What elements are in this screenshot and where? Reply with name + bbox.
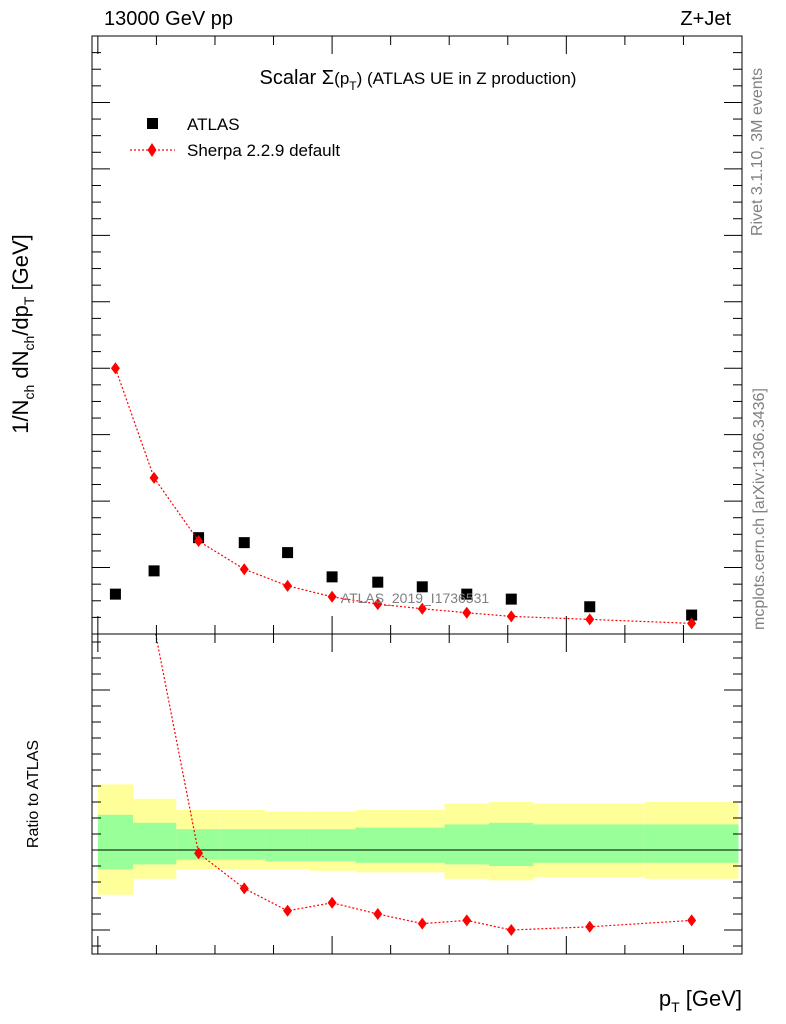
main-axes bbox=[92, 35, 742, 635]
sherpa-main-point bbox=[149, 471, 159, 484]
sherpa-ratio-point bbox=[194, 847, 204, 860]
ratio-y-axis-label: Ratio to ATLAS bbox=[25, 740, 42, 848]
sherpa-main-point bbox=[327, 590, 337, 603]
ratio-frame bbox=[91, 633, 743, 955]
legend-sherpa-label: Sherpa 2.2.9 default bbox=[187, 141, 340, 160]
sherpa-main-point bbox=[462, 606, 472, 619]
sherpa-main-point bbox=[687, 617, 697, 630]
main-panel: Scalar Σ(pT) (ATLAS UE in Z production) … bbox=[8, 35, 743, 635]
sherpa-main-line bbox=[114, 368, 692, 624]
atlas-data-point bbox=[416, 581, 428, 593]
main-plot-area bbox=[109, 362, 698, 630]
atlas-data-point bbox=[584, 601, 596, 613]
sherpa-main-point bbox=[506, 610, 516, 623]
sherpa-ratio-point bbox=[687, 914, 697, 927]
legend-sherpa-marker bbox=[147, 143, 157, 157]
sherpa-ratio-point bbox=[585, 920, 595, 933]
sherpa-main-point bbox=[194, 534, 204, 547]
sherpa-ratio-point bbox=[462, 914, 472, 927]
ratio-band-inner bbox=[220, 829, 266, 860]
atlas-data-point bbox=[326, 571, 338, 583]
sherpa-main-point bbox=[585, 613, 595, 626]
header-right-label: Z+Jet bbox=[680, 8, 731, 30]
sherpa-main-point bbox=[110, 362, 120, 375]
atlas-data-point bbox=[148, 565, 160, 577]
ratio-band-inner bbox=[97, 814, 133, 870]
ratio-band-inner bbox=[309, 829, 356, 862]
ratio-band-inner bbox=[355, 827, 401, 863]
atlas-data-point bbox=[282, 547, 294, 559]
ratio-band-inner bbox=[533, 824, 645, 863]
ratio-panel: Ratio to ATLAS pT [GeV] bbox=[25, 620, 743, 1015]
atlas-data-point bbox=[461, 588, 473, 600]
legend-atlas-label: ATLAS bbox=[187, 115, 240, 134]
chart-title: Scalar Σ(pT) (ATLAS UE in Z production) bbox=[260, 67, 577, 93]
x-axis-label: pT [GeV] bbox=[659, 986, 742, 1015]
sherpa-main-point bbox=[239, 563, 249, 576]
header-left-label: 13000 GeV pp bbox=[104, 8, 233, 30]
y-axis-label: 1/Nch dNch/dpT [GeV] bbox=[8, 234, 37, 434]
ratio-band-inner bbox=[644, 824, 739, 863]
sherpa-main-point bbox=[417, 602, 427, 615]
mcplots-label: mcplots.cern.ch [arXiv:1306.3436] bbox=[751, 388, 768, 630]
atlas-data-point bbox=[686, 609, 698, 621]
atlas-data-point bbox=[372, 576, 384, 588]
sherpa-ratio-point bbox=[506, 924, 516, 936]
ratio-axes bbox=[92, 634, 742, 954]
ratio-band-inner bbox=[489, 822, 534, 866]
ratio-band-inner bbox=[400, 827, 445, 863]
atlas-data-point bbox=[109, 588, 121, 600]
ratio-band-inner bbox=[265, 829, 310, 862]
sherpa-ratio-point bbox=[373, 908, 383, 920]
sherpa-main-point bbox=[373, 598, 383, 611]
sherpa-ratio-point bbox=[417, 917, 427, 930]
sherpa-ratio-point bbox=[283, 904, 293, 917]
analysis-watermark: ATLAS_2019_I1736531 bbox=[341, 590, 490, 606]
atlas-data-point bbox=[238, 537, 250, 549]
atlas-data-point bbox=[505, 593, 517, 605]
ratio-band-inner bbox=[444, 824, 490, 865]
legend-atlas-marker bbox=[147, 118, 158, 129]
legend: ATLAS Sherpa 2.2.9 default bbox=[130, 115, 340, 160]
sherpa-ratio-point bbox=[150, 620, 159, 632]
ratio-band-inner bbox=[132, 822, 177, 865]
sherpa-main-point bbox=[283, 579, 293, 592]
ratio-plot-area bbox=[92, 620, 742, 936]
sherpa-ratio-point bbox=[239, 882, 249, 895]
rivet-label: Rivet 3.1.10, 3M events bbox=[749, 68, 766, 236]
sherpa-ratio-point bbox=[327, 896, 337, 909]
sherpa-ratio-line bbox=[155, 634, 692, 931]
